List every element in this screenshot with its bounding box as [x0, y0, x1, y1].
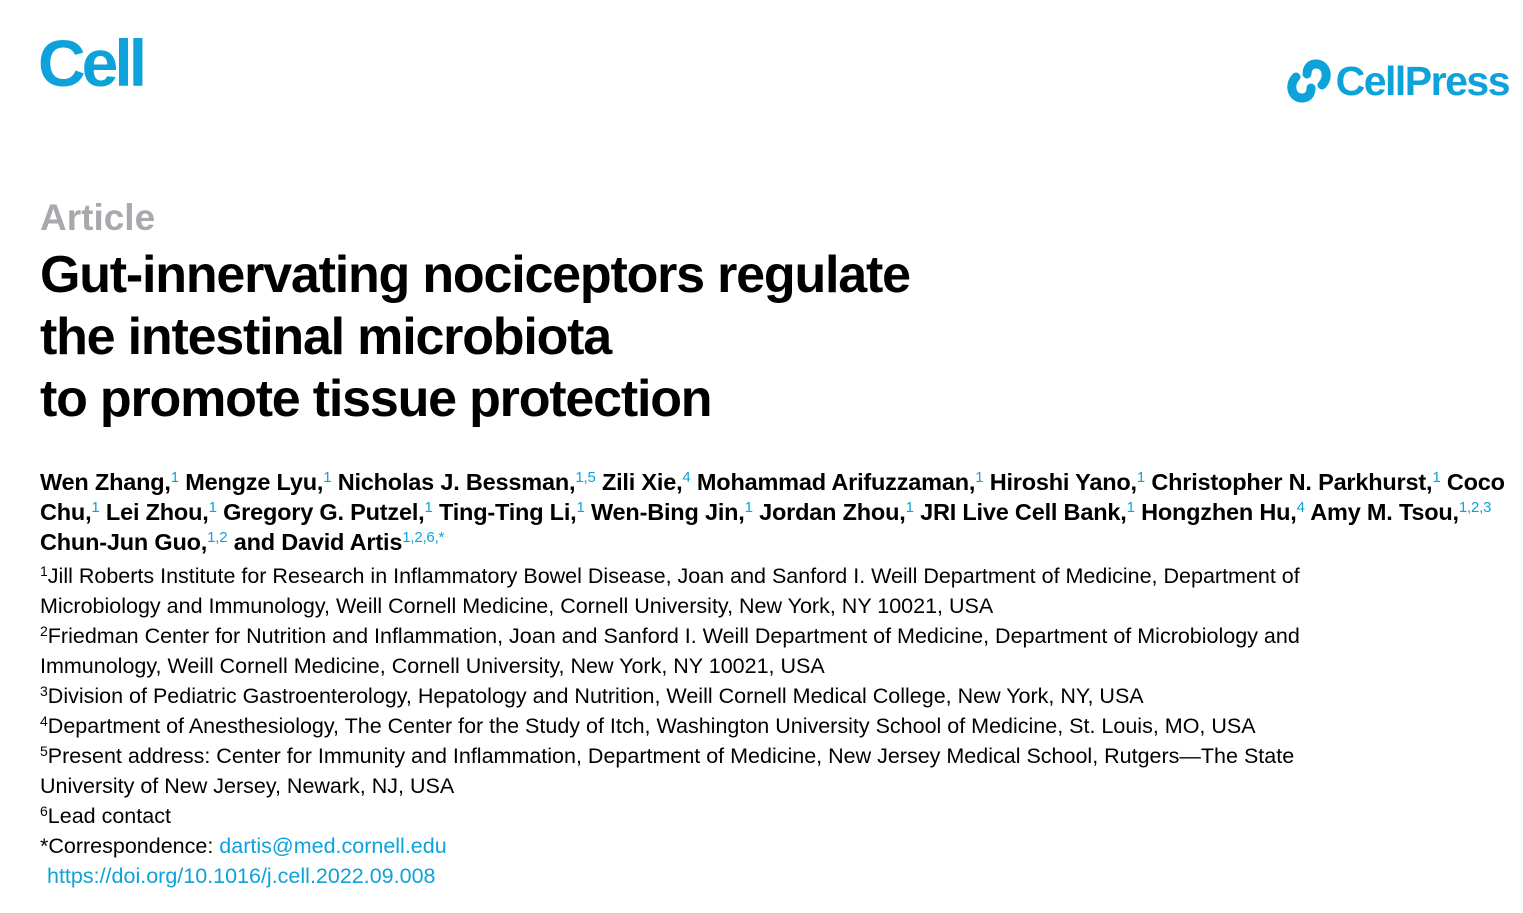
author-affiliation-ref[interactable]: 1,5 — [575, 469, 596, 486]
affiliation-2: 2Friedman Center for Nutrition and Infla… — [40, 621, 1500, 651]
correspondence-label: Correspondence: — [48, 834, 220, 858]
title-line: to promote tissue protection — [40, 370, 713, 428]
author: Christopher N. Parkhurst,1 — [1151, 469, 1440, 495]
affiliation-number: 2 — [40, 623, 48, 639]
author-name: Mengze Lyu, — [185, 469, 324, 495]
affiliation-number: 3 — [40, 683, 48, 699]
author-name: Zili Xie, — [601, 469, 683, 495]
author: Gregory G. Putzel,1 — [223, 499, 433, 525]
affiliation-number: 6 — [40, 803, 48, 819]
affiliation-list: 1Jill Roberts Institute for Research in … — [40, 561, 1500, 891]
author-affiliation-ref[interactable]: 1 — [744, 499, 753, 516]
author-name: Jordan Zhou, — [759, 499, 906, 525]
author-name: Lei Zhou, — [105, 499, 209, 525]
author: Mengze Lyu,1 — [185, 469, 331, 495]
author-name: and David Artis — [233, 529, 403, 555]
author-affiliation-ref[interactable]: 4 — [682, 469, 691, 486]
author-name: Chun-Jun Guo, — [40, 529, 208, 555]
author-name: Ting-Ting Li, — [438, 499, 577, 525]
affiliation-5-cont: University of New Jersey, Newark, NJ, US… — [40, 774, 455, 798]
correspondence: *Correspondence: dartis@med.cornell.edu — [40, 831, 1500, 861]
publisher-name: CellPress — [1335, 57, 1511, 104]
affiliation-4: 4Department of Anesthesiology, The Cente… — [40, 711, 1500, 741]
correspondence-email-link[interactable]: dartis@med.cornell.edu — [219, 834, 447, 858]
author: Wen-Bing Jin,1 — [591, 499, 753, 525]
author: Jordan Zhou,1 — [759, 499, 914, 525]
author-affiliation-ref[interactable]: 1 — [91, 499, 100, 516]
author-name: Coco Chu, — [40, 469, 1505, 525]
author: Ting-Ting Li,1 — [439, 499, 585, 525]
author-affiliation-ref[interactable]: 1 — [905, 499, 914, 516]
author-name: Gregory G. Putzel, — [223, 499, 425, 525]
article-type: Article — [40, 197, 156, 238]
author-name: Christopher N. Parkhurst, — [1151, 469, 1433, 495]
author: Amy M. Tsou,1,2,3 — [1310, 499, 1491, 525]
author-affiliation-ref[interactable]: 1 — [208, 499, 217, 516]
author: Hiroshi Yano,1 — [989, 469, 1146, 495]
author-affiliation-ref[interactable]: 4 — [1296, 499, 1305, 516]
affiliation-number: 5 — [40, 743, 48, 759]
author-name: Nicholas J. Bessman, — [337, 469, 576, 495]
doi-link[interactable]: https://doi.org/10.1016/j.cell.2022.09.0… — [47, 864, 436, 888]
affiliation-1: 1Jill Roberts Institute for Research in … — [40, 561, 1500, 591]
author-name: JRI Live Cell Bank, — [920, 499, 1127, 525]
author-affiliation-ref[interactable]: 1,2 — [207, 529, 228, 546]
author-affiliation-ref[interactable]: 1,2,3 — [1458, 499, 1492, 516]
author-affiliation-ref[interactable]: 1 — [424, 499, 433, 516]
author: Coco Chu,1 — [40, 469, 1505, 525]
affiliation-5: 5Present address: Center for Immunity an… — [40, 741, 1500, 771]
author-list: Wen Zhang,1 Mengze Lyu,1 Nicholas J. Bes… — [40, 467, 1515, 557]
author: and David Artis1,2,6,* — [233, 529, 445, 555]
affiliation-6: 6Lead contact — [40, 801, 1500, 831]
author: Zili Xie,4 — [602, 469, 691, 495]
affiliation-text: Friedman Center for Nutrition and Inflam… — [47, 624, 1300, 648]
author-affiliation-ref[interactable]: 1 — [975, 469, 984, 486]
affiliation-text: Department of Anesthesiology, The Center… — [47, 714, 1256, 738]
affiliation-text: Jill Roberts Institute for Research in I… — [47, 564, 1300, 588]
author: Mohammad Arifuzzaman,1 — [696, 469, 984, 495]
journal-logo: Cell — [38, 26, 147, 100]
author: Nicholas J. Bessman,1,5 — [338, 469, 596, 495]
author-affiliation-ref[interactable]: 1 — [1432, 469, 1441, 486]
author: JRI Live Cell Bank,1 — [920, 499, 1135, 525]
affiliation-text: Lead contact — [47, 804, 171, 828]
publisher-logo: CellPress — [1286, 56, 1511, 106]
author-name: Wen Zhang, — [40, 469, 171, 495]
affiliation-3: 3Division of Pediatric Gastroenterology,… — [40, 681, 1500, 711]
affiliation-number: 4 — [40, 713, 48, 729]
author-name: Amy M. Tsou, — [1310, 499, 1459, 525]
linked-chain-icon — [1286, 59, 1331, 103]
correspondence-mark: * — [40, 834, 49, 858]
author-name: Wen-Bing Jin, — [591, 499, 745, 525]
affiliation-2-cont: Immunology, Weill Cornell Medicine, Corn… — [40, 654, 825, 678]
author-affiliation-ref[interactable]: 1 — [1126, 499, 1135, 516]
affiliation-1-cont: Microbiology and Immunology, Weill Corne… — [40, 594, 994, 618]
affiliation-number: 1 — [40, 563, 48, 579]
title-line: the intestinal microbiota — [40, 308, 612, 366]
author-affiliation-ref[interactable]: 1 — [170, 469, 179, 486]
author: Hongzhen Hu,4 — [1141, 499, 1305, 525]
author-name: Hiroshi Yano, — [989, 469, 1137, 495]
author-affiliation-ref[interactable]: 1 — [1136, 469, 1146, 486]
affiliation-text: Present address: Center for Immunity and… — [47, 744, 1295, 768]
author-name: Mohammad Arifuzzaman, — [696, 469, 976, 495]
author-affiliation-ref[interactable]: 1,2,6,* — [402, 529, 445, 546]
author-affiliation-ref[interactable]: 1 — [323, 469, 332, 486]
author-name: Hongzhen Hu, — [1141, 499, 1297, 525]
article-title: Gut-innervating nociceptors regulate the… — [40, 244, 1140, 430]
title-line: Gut-innervating nociceptors regulate — [40, 246, 911, 304]
author-affiliation-ref[interactable]: 1 — [576, 499, 585, 516]
author: Wen Zhang,1 — [40, 469, 179, 495]
author: Chun-Jun Guo,1,2 — [40, 529, 228, 555]
author: Lei Zhou,1 — [106, 499, 217, 525]
affiliation-text: Division of Pediatric Gastroenterology, … — [47, 684, 1144, 708]
